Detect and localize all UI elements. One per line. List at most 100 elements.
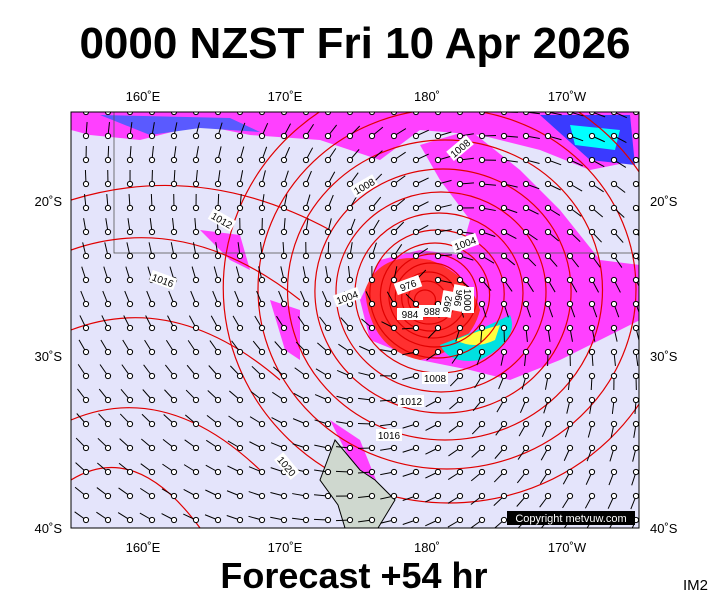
barb-station — [192, 492, 200, 500]
isobar-label: 1008 — [424, 374, 447, 385]
barb-station — [302, 516, 310, 524]
barb-station — [192, 132, 200, 140]
lon-label: 180˚ — [414, 89, 440, 104]
barb-station — [82, 132, 90, 140]
barb-station — [82, 300, 90, 308]
barb-station — [456, 228, 464, 236]
barb-station — [632, 324, 639, 332]
barb-station — [258, 348, 266, 356]
barb-station — [390, 396, 398, 404]
lat-label: 30˚S — [35, 349, 63, 364]
barb-station — [302, 300, 310, 308]
barb-staff — [394, 112, 395, 113]
barb-station — [610, 252, 618, 260]
barb-station — [302, 276, 310, 284]
barb-station — [280, 372, 288, 380]
barb-station — [148, 372, 156, 380]
barb-station — [368, 468, 376, 476]
barb-station — [192, 444, 200, 452]
barb-station — [302, 468, 310, 476]
barb-station — [390, 300, 398, 308]
barb-station — [390, 228, 398, 236]
barb-station — [324, 300, 332, 308]
barb-station — [280, 324, 288, 332]
isobar-label-box — [148, 269, 178, 291]
barb-station — [500, 276, 508, 284]
barb-station — [280, 228, 288, 236]
barb-station — [500, 444, 508, 452]
barb-station — [434, 348, 442, 356]
barb-station — [544, 468, 552, 476]
barb-station — [434, 276, 442, 284]
barb-station — [126, 372, 134, 380]
barb-station — [522, 228, 530, 236]
isobar-label-box — [398, 395, 424, 407]
barb-station — [478, 228, 486, 236]
barb-station — [544, 396, 552, 404]
barb-station — [324, 468, 332, 476]
barb-station — [148, 180, 156, 188]
barb-station — [170, 156, 178, 164]
barb-station — [324, 324, 332, 332]
barb-station — [610, 492, 618, 500]
isobar-label: 1012 — [400, 397, 423, 408]
barb-station — [324, 396, 332, 404]
barb-station — [82, 156, 90, 164]
barb-station — [346, 132, 354, 140]
barb-station — [280, 276, 288, 284]
barb-staff — [196, 112, 197, 113]
barb-station — [214, 180, 222, 188]
barb-station — [500, 132, 508, 140]
barb-station — [192, 204, 200, 212]
barb-station — [236, 276, 244, 284]
barb-station — [390, 252, 398, 260]
barb-station — [412, 156, 420, 164]
barb-station — [390, 444, 398, 452]
barb-station — [82, 276, 90, 284]
isobar-label: 1000 — [461, 289, 472, 312]
lon-label: 180˚ — [414, 540, 440, 555]
barb-station — [104, 516, 112, 524]
barb-station — [610, 348, 618, 356]
barb-station — [566, 204, 574, 212]
barb-station — [456, 156, 464, 164]
barb-station — [368, 228, 376, 236]
barb-station — [236, 300, 244, 308]
barb-station — [126, 252, 134, 260]
barb-station — [456, 348, 464, 356]
barb-station — [280, 444, 288, 452]
barb-station — [434, 396, 442, 404]
barb-staff — [350, 112, 351, 113]
barb-station — [324, 204, 332, 212]
barb-station — [588, 444, 596, 452]
barb-station — [192, 252, 200, 260]
barb-station — [302, 252, 310, 260]
barb-station — [610, 276, 618, 284]
barb-station — [324, 372, 332, 380]
barb-station — [522, 300, 530, 308]
barb-station — [412, 444, 420, 452]
barb-station — [148, 324, 156, 332]
barb-station — [302, 204, 310, 212]
isobar-label: 988 — [424, 307, 441, 318]
barb-station — [126, 468, 134, 476]
barb-station — [390, 204, 398, 212]
barb-station — [588, 156, 596, 164]
barb-station — [126, 180, 134, 188]
barb-station — [236, 468, 244, 476]
barb-station — [456, 420, 464, 428]
barb-station — [214, 132, 222, 140]
barb-station — [148, 348, 156, 356]
barb-station — [258, 468, 266, 476]
barb-station — [236, 228, 244, 236]
barb-station — [324, 420, 332, 428]
barb-station — [324, 228, 332, 236]
barb-station — [192, 276, 200, 284]
barb-station — [280, 492, 288, 500]
barb-station — [214, 516, 222, 524]
barb-station — [148, 468, 156, 476]
lon-label: 170˚W — [548, 89, 587, 104]
barb-station — [324, 180, 332, 188]
barb-station — [632, 444, 639, 452]
barb-station — [214, 252, 222, 260]
